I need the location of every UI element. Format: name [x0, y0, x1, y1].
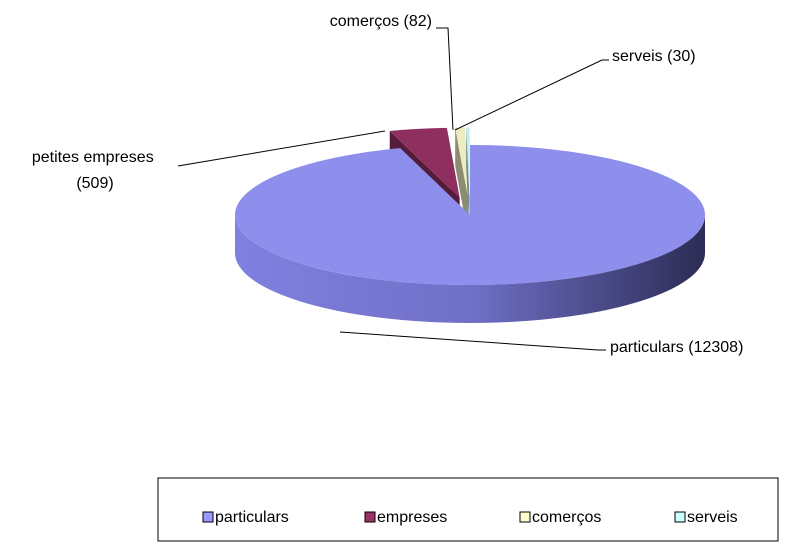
leader-line — [339, 331, 606, 351]
leader-line — [436, 27, 454, 131]
data-label: particulars (12308) — [610, 339, 743, 356]
slice-side — [235, 215, 705, 323]
leader-line — [177, 130, 386, 167]
legend-swatch — [202, 511, 214, 523]
slice-top — [235, 145, 705, 285]
legend-label: serveis — [687, 509, 738, 526]
data-label: comerços (82) — [330, 13, 432, 30]
pie-slice — [466, 127, 470, 236]
slice-top — [455, 127, 468, 198]
legend-swatch — [674, 511, 686, 523]
legend-box — [157, 477, 779, 542]
data-label: petites empreses (509) — [32, 149, 158, 192]
slice-top — [389, 127, 460, 198]
slice-top — [466, 127, 470, 198]
legend-label: comerços — [532, 509, 601, 526]
legend-label: empreses — [377, 509, 447, 526]
pie-slice — [235, 145, 705, 323]
leader-line — [454, 59, 609, 131]
legend-label: particulars — [215, 509, 289, 526]
legend-swatch — [364, 511, 376, 523]
pie-slice — [455, 127, 468, 236]
data-label: serveis (30) — [612, 48, 696, 65]
legend-swatch — [519, 511, 531, 523]
slice-wall — [466, 127, 470, 236]
slice-wall — [455, 127, 468, 236]
